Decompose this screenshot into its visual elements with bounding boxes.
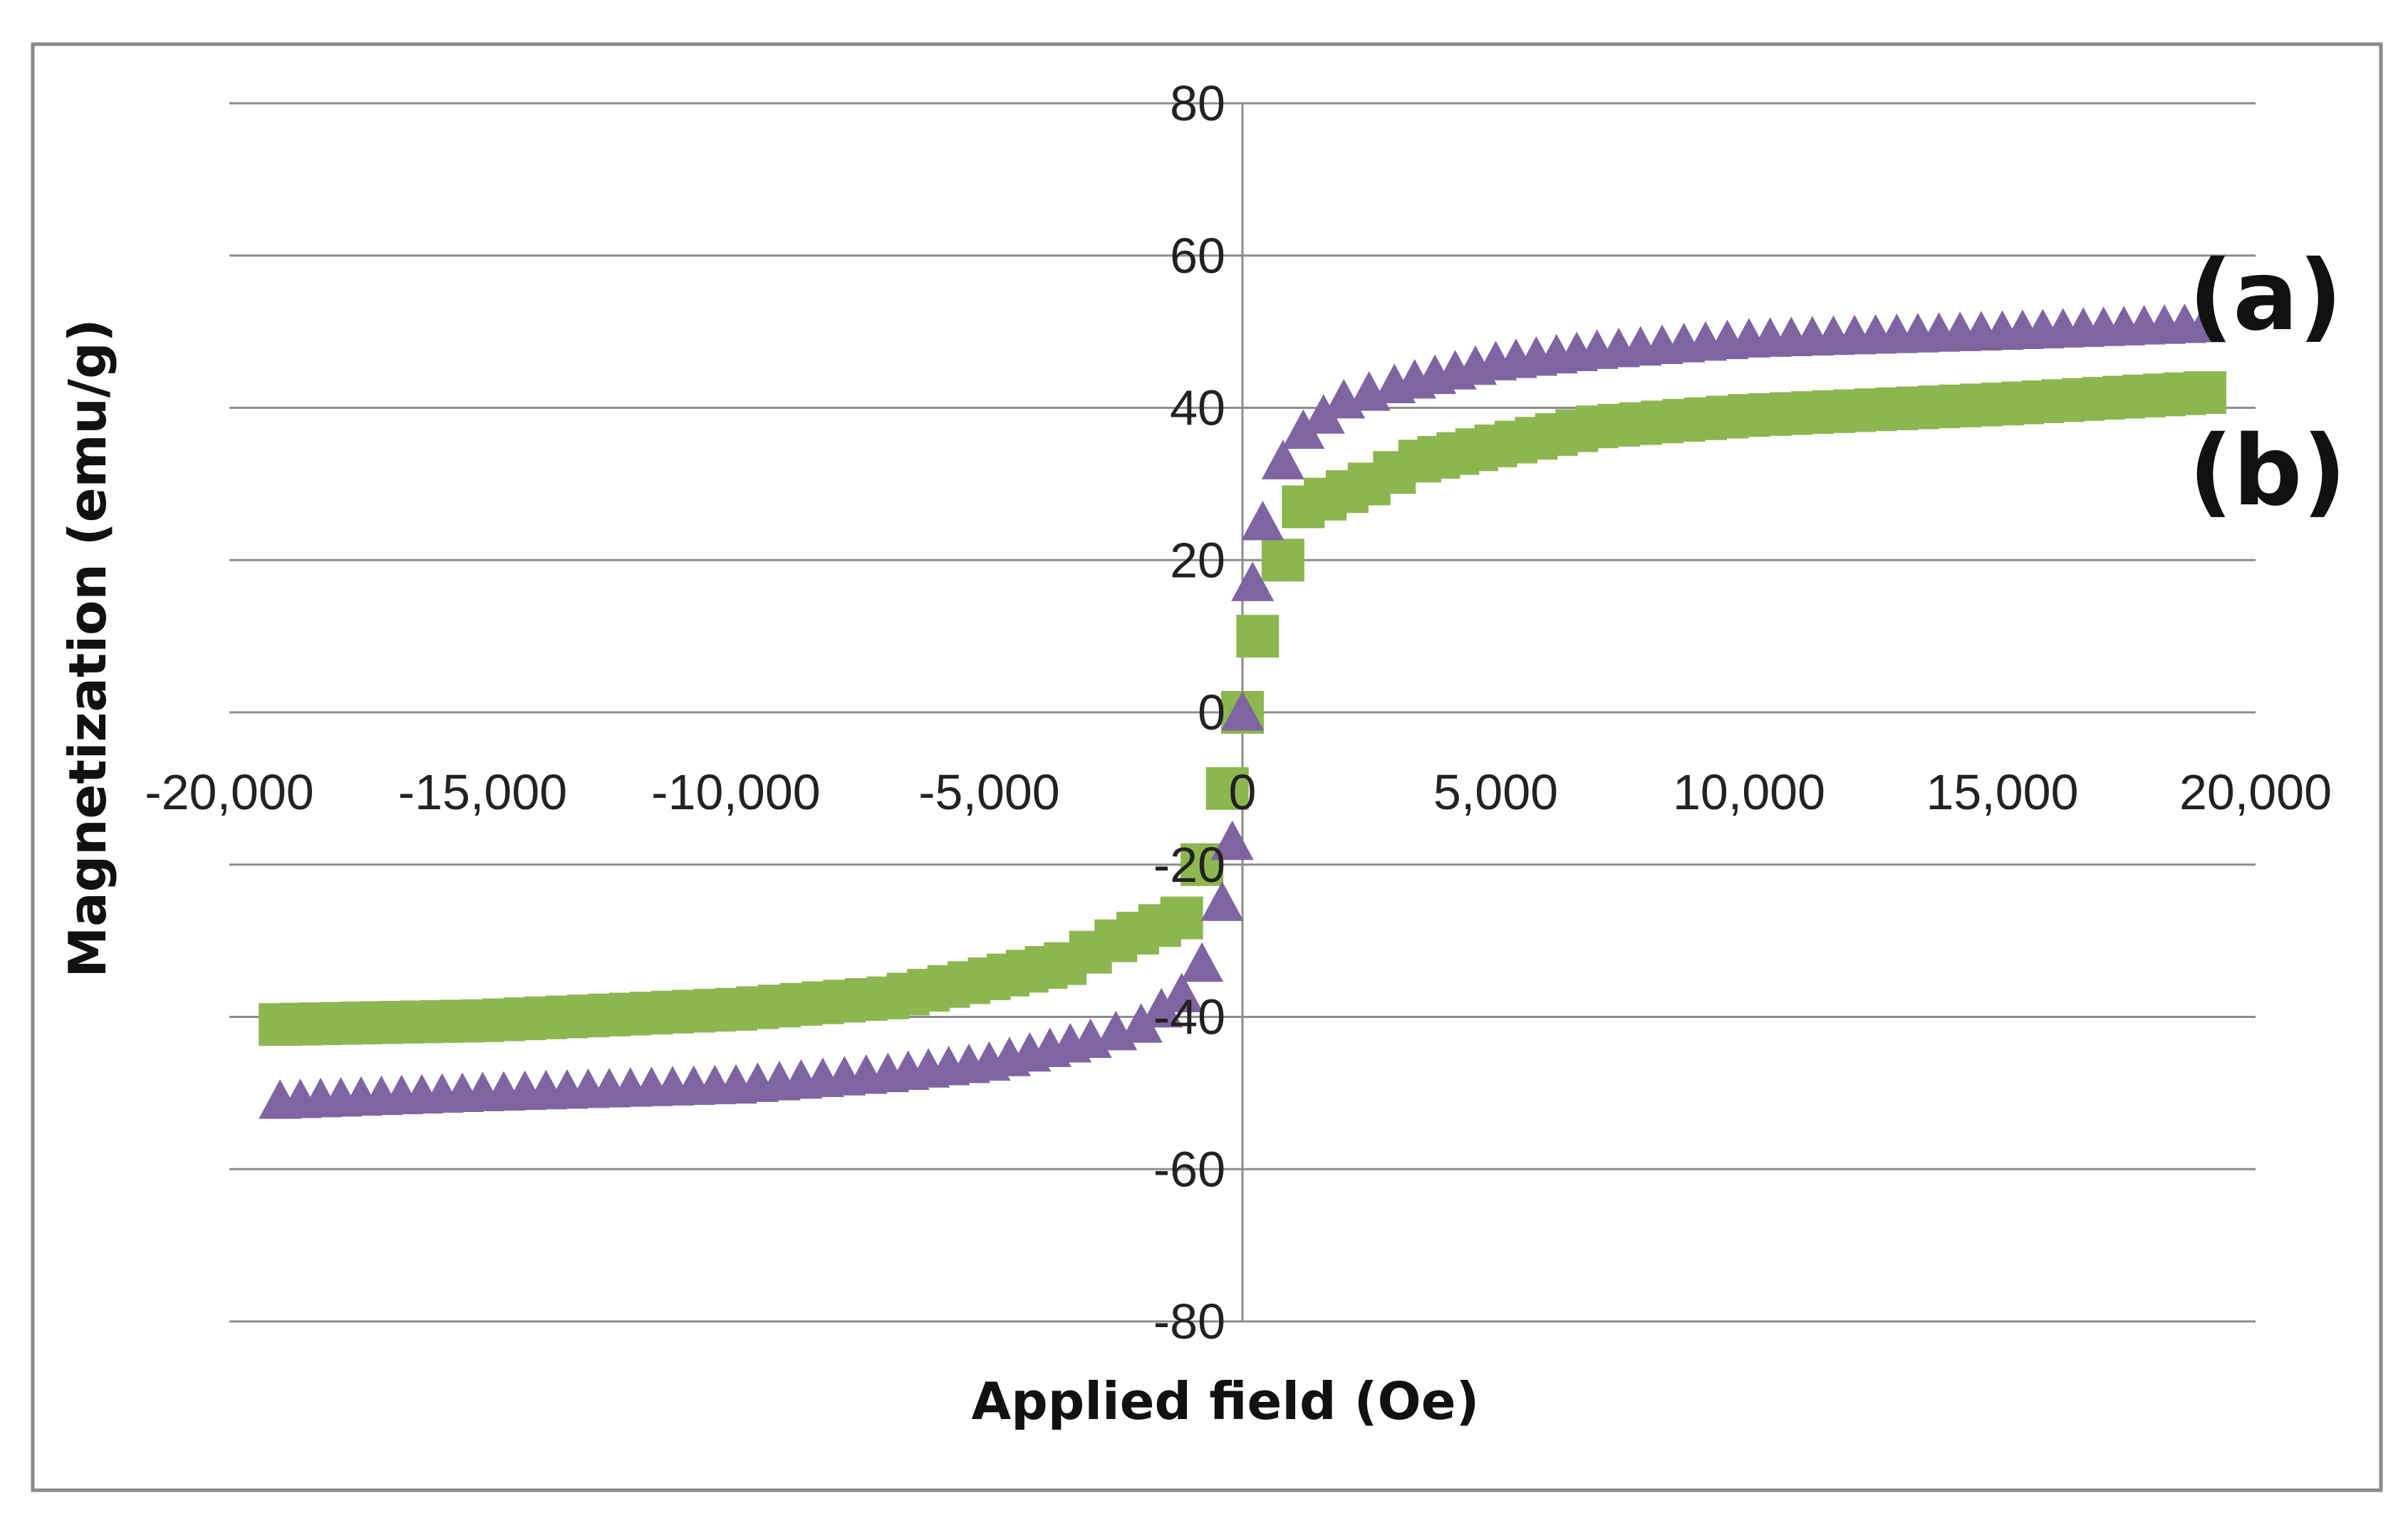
data-point-triangle bbox=[2183, 302, 2226, 343]
data-point-triangle bbox=[1261, 440, 1304, 479]
y-tick-label: 0 bbox=[1198, 685, 1225, 740]
data-point-triangle bbox=[1241, 500, 1285, 541]
y-tick-label: -20 bbox=[1153, 837, 1225, 893]
data-point-square bbox=[1236, 615, 1280, 658]
y-tick-label: 40 bbox=[1170, 380, 1225, 436]
x-tick-label: -10,000 bbox=[651, 764, 820, 820]
y-tick-label: -80 bbox=[1153, 1294, 1225, 1349]
series-b-label: (b) bbox=[2189, 415, 2347, 528]
x-tick-label: -5,000 bbox=[918, 764, 1059, 820]
data-point-square bbox=[2183, 371, 2226, 415]
y-tick-label: 60 bbox=[1170, 228, 1225, 284]
x-tick-label: 20,000 bbox=[2179, 764, 2332, 820]
data-point-triangle bbox=[1180, 942, 1224, 982]
data-point-triangle bbox=[1221, 691, 1264, 731]
x-tick-label: -15,000 bbox=[398, 764, 567, 820]
data-point-triangle bbox=[1231, 561, 1275, 601]
y-axis-title: Magnetization (emu/g) bbox=[58, 318, 118, 977]
y-tick-label: -40 bbox=[1153, 989, 1225, 1045]
data-point-square bbox=[1205, 766, 1249, 810]
x-tick-label: 5,000 bbox=[1433, 764, 1558, 820]
data-point-triangle bbox=[1282, 409, 1325, 449]
x-tick-label: 15,000 bbox=[1926, 764, 2078, 820]
data-point-square bbox=[1261, 539, 1304, 582]
x-axis-title: Applied field (Oe) bbox=[972, 1371, 1480, 1431]
series-a-label: (a) bbox=[2189, 240, 2342, 353]
y-tick-label: 20 bbox=[1170, 532, 1225, 588]
data-point-triangle bbox=[1302, 394, 1345, 434]
x-tick-label: -20,000 bbox=[145, 764, 313, 820]
x-tick-label: 0 bbox=[1229, 764, 1257, 820]
data-point-triangle bbox=[1140, 987, 1183, 1028]
data-point-triangle bbox=[1119, 1003, 1163, 1043]
y-tick-label: 80 bbox=[1170, 76, 1225, 131]
data-point-triangle bbox=[1200, 881, 1244, 921]
data-point-triangle bbox=[1210, 820, 1254, 861]
data-series bbox=[259, 302, 2226, 1119]
data-point-square bbox=[1160, 896, 1203, 940]
y-tick-label: -60 bbox=[1153, 1141, 1225, 1197]
series-a bbox=[259, 302, 2226, 1119]
data-point-triangle bbox=[1160, 972, 1203, 1012]
x-tick-label: 10,000 bbox=[1673, 764, 1825, 820]
